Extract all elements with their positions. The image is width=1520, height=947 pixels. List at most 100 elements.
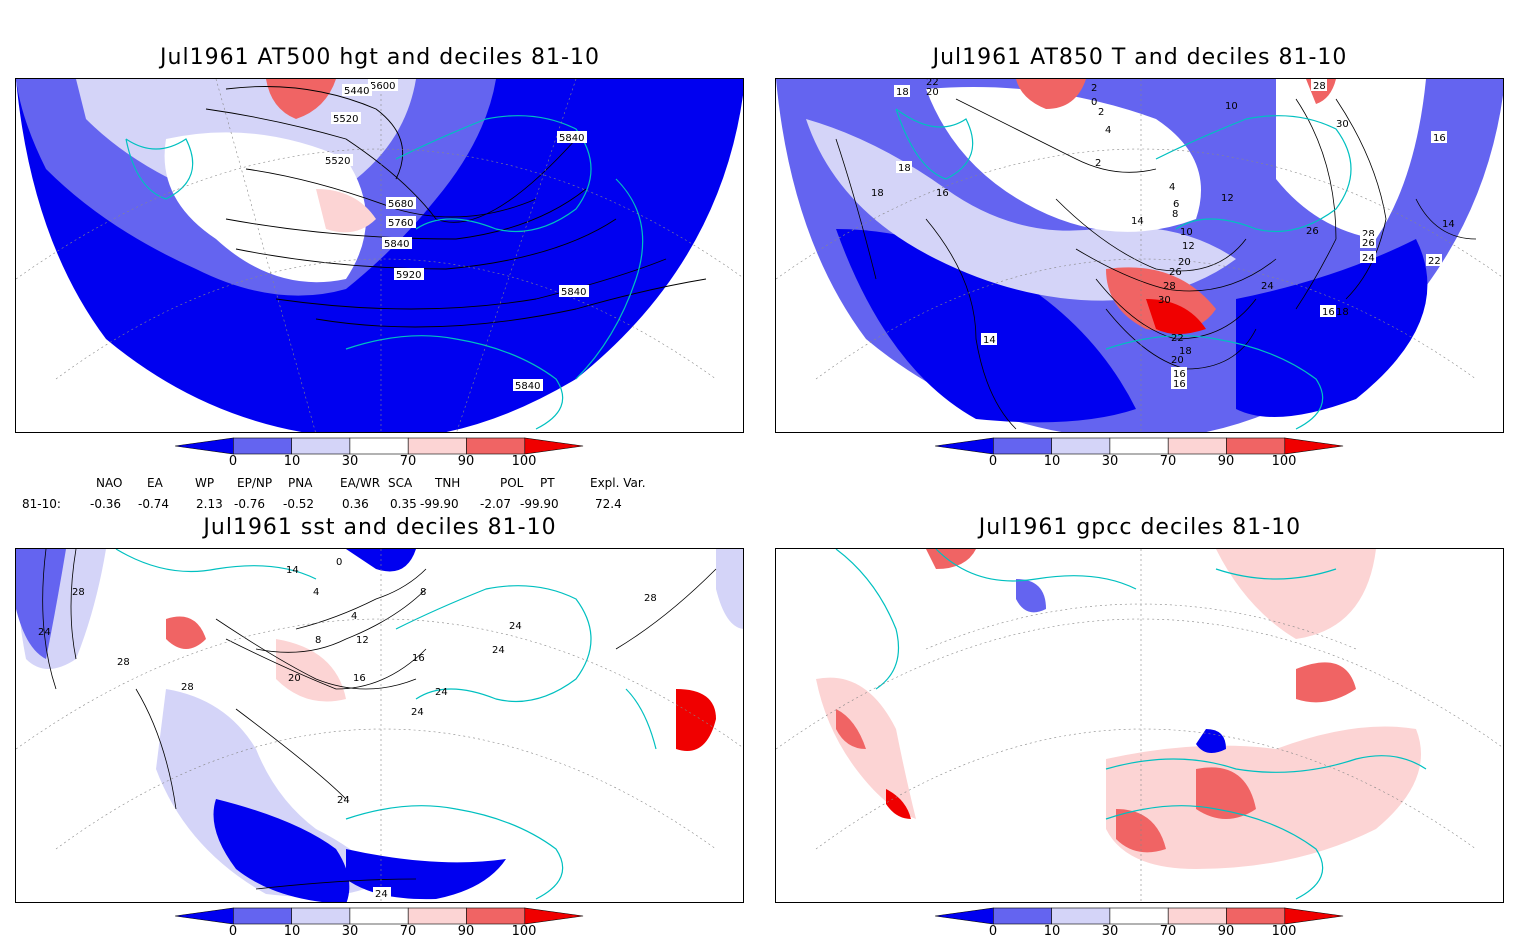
index-header-eawr: EA/WR — [340, 476, 381, 490]
cbar-tick: 30 — [341, 454, 359, 469]
index-value-epnp: -0.76 — [234, 497, 266, 511]
colorbar-swatch — [1051, 437, 1111, 455]
decile-region-neutral — [164, 132, 366, 283]
colorbar-swatch — [232, 437, 292, 455]
clabel: 2 — [1098, 107, 1104, 118]
contour-labels: 28 24 28 28 14 0 4 4 8 12 8 16 20 16 24 … — [38, 557, 660, 900]
colorbar-swatch — [466, 437, 526, 455]
clabel: 14 — [1131, 216, 1144, 227]
cbar-tick: 10 — [1043, 924, 1061, 939]
cbar-tick: 0 — [228, 454, 238, 469]
clabel: 20 — [1178, 257, 1191, 268]
decile-region-neutral-b — [1276, 79, 1426, 239]
index-value-wp: 2.13 — [196, 497, 223, 511]
cbar-tick: 70 — [399, 924, 417, 939]
colorbar-swatch — [291, 437, 351, 455]
graticule — [776, 549, 1503, 902]
clabel: 0 — [1091, 97, 1097, 108]
clabel: 16 — [1433, 133, 1446, 144]
colorbar-swatches — [174, 907, 584, 925]
cbar-tick: 30 — [341, 924, 359, 939]
contour-labels: 5600 5440 5520 5520 5840 5680 5760 5840 … — [323, 79, 589, 392]
clabel: 20 — [288, 673, 301, 684]
clabel: 18 — [1179, 346, 1192, 357]
coastlines — [835, 549, 1427, 900]
clabel: 18 — [871, 188, 884, 199]
clabel: 22 — [926, 79, 939, 88]
decile-region-0-10b — [346, 849, 506, 900]
cbar-tick: 10 — [1043, 454, 1061, 469]
colorbar-swatch — [407, 907, 467, 925]
cbar-tick: 0 — [228, 924, 238, 939]
colorbar-swatches — [174, 437, 584, 455]
clabel: 5840 — [384, 239, 409, 250]
colorbar-panel4: 0 10 30 70 90 100 — [934, 907, 1345, 947]
clabel: 14 — [1442, 219, 1455, 230]
index-header-tnh: TNH — [435, 476, 461, 490]
temperature-contours — [835, 98, 1477, 430]
colorbar-swatches — [934, 437, 1344, 455]
graticule — [16, 549, 743, 902]
cbar-tick: 100 — [1271, 454, 1297, 469]
cbar-tick: 30 — [1101, 924, 1119, 939]
clabel: 0 — [336, 557, 342, 568]
decile-region-30-70c — [716, 549, 743, 629]
panel4-title: Jul1961 gpcc deciles 81-10 — [978, 515, 1302, 540]
index-value-pna: -0.52 — [283, 497, 315, 511]
clabel: 28 — [1313, 81, 1326, 92]
index-header-pt: PT — [540, 476, 555, 490]
map-panel-at500: 5600 5440 5520 5520 5840 5680 5760 5840 … — [15, 78, 744, 433]
colorbar-swatch — [1167, 437, 1227, 455]
colorbar-swatch — [1109, 437, 1169, 455]
map-panel-sst: 28 24 28 28 14 0 4 4 8 12 8 16 20 16 24 … — [15, 548, 744, 903]
sst-contours — [42, 549, 717, 890]
colorbar-swatch — [349, 437, 409, 455]
clabel: 4 — [351, 611, 357, 622]
index-header-epnp: EP/NP — [237, 476, 273, 490]
coastlines — [895, 108, 1352, 430]
index-value-tnh: -99.90 — [420, 497, 459, 511]
colorbar-arrow-low — [174, 437, 234, 455]
colorbar-arrow-high — [524, 437, 584, 455]
clabel: 5840 — [515, 381, 540, 392]
clabel: 24 — [492, 645, 505, 656]
clabel: 5920 — [396, 270, 421, 281]
index-header-explvar: Expl. Var. — [590, 476, 646, 490]
index-value-sca: 0.35 — [390, 497, 417, 511]
decile-region-0-10 — [213, 799, 350, 902]
clabel: 28 — [117, 657, 130, 668]
decile-region-30-70a — [806, 119, 1236, 301]
index-header-ea: EA — [147, 476, 163, 490]
cbar-tick: 90 — [1217, 924, 1235, 939]
map-at500: 5600 5440 5520 5520 5840 5680 5760 5840 … — [16, 79, 743, 432]
coastlines — [115, 549, 657, 900]
index-header-nao: NAO — [96, 476, 123, 490]
colorbar-swatch — [1226, 907, 1286, 925]
colorbar-swatch — [992, 437, 1052, 455]
cbar-tick: 10 — [283, 924, 301, 939]
clabel: 24 — [509, 621, 522, 632]
cbar-tick: 0 — [988, 924, 998, 939]
cbar-tick: 100 — [1271, 924, 1297, 939]
clabel: 18 — [898, 163, 911, 174]
colorbar-swatch — [466, 907, 526, 925]
clabel: 2 — [1091, 83, 1097, 94]
clabel: 8 — [420, 587, 426, 598]
clabel: 5840 — [559, 133, 584, 144]
decile-region-100a — [886, 789, 911, 819]
clabel: 14 — [286, 565, 299, 576]
clabel: 8 — [315, 635, 321, 646]
clabel: 16 — [412, 653, 425, 664]
clabel: 16 — [936, 188, 949, 199]
map-at850: 22 20 18 2 0 2 10 28 30 16 16 18 4 2 4 6… — [776, 79, 1503, 432]
cbar-tick: 100 — [511, 454, 537, 469]
index-value-ea: -0.74 — [138, 497, 170, 511]
coastlines — [125, 115, 644, 430]
clabel: 24 — [1261, 281, 1274, 292]
clabel: 20 — [926, 87, 939, 98]
clabel: 24 — [1362, 253, 1375, 264]
clabel: 16 — [1173, 369, 1186, 380]
clabel: 22 — [1428, 256, 1441, 267]
clabel: 24 — [337, 795, 350, 806]
colorbar-swatch — [1109, 907, 1169, 925]
